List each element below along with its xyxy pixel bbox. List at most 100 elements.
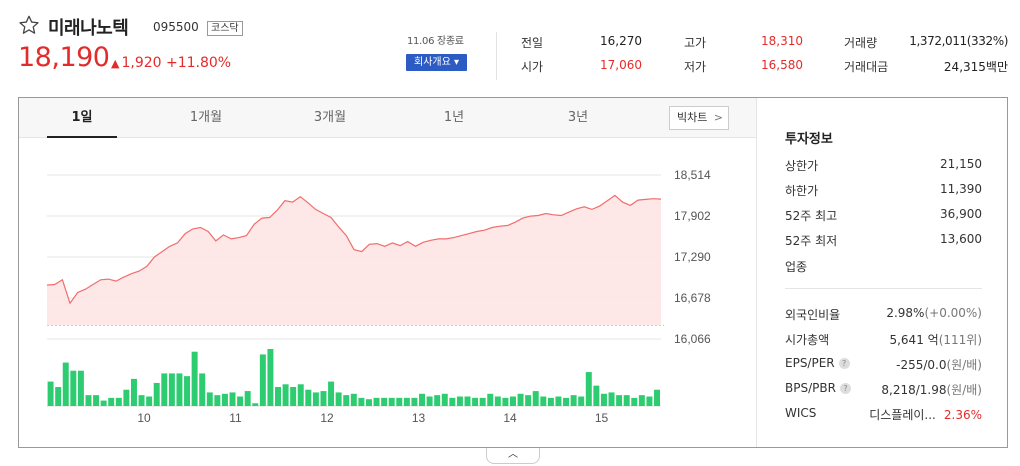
eps-per-value: -255/0.0 xyxy=(896,358,947,372)
bps-pbr-sub: (원/배) xyxy=(946,383,983,397)
x-tick-label: 14 xyxy=(503,411,517,425)
x-tick-label: 10 xyxy=(137,411,151,425)
low-label: 저가 xyxy=(684,60,707,74)
lower-limit-label: 하한가 xyxy=(785,184,819,198)
price-change-value: 1,920 xyxy=(121,55,162,71)
stock-name[interactable]: 미래나노텍 xyxy=(48,18,129,39)
low-value: 16,580 xyxy=(761,58,803,72)
market-time-label: 11.06 장종료 xyxy=(407,36,464,47)
open-label: 시가 xyxy=(521,60,544,74)
upper-limit-row: 상한가 21,150 xyxy=(785,157,982,175)
volume-bar xyxy=(138,395,145,406)
volume-bar xyxy=(600,393,607,406)
volume-bar xyxy=(616,395,623,406)
info-divider xyxy=(785,288,982,289)
volume-bar xyxy=(419,393,426,406)
market-cap-row: 시가총액 5,641 억(111위) xyxy=(785,331,982,349)
volume-bar xyxy=(47,381,54,406)
volume-bar xyxy=(638,395,645,406)
foreign-ratio-row: 외국인비율 2.98%(+0.00%) xyxy=(785,306,982,324)
volume-bar xyxy=(108,397,115,406)
wics-change: 2.36% xyxy=(943,408,982,422)
price-chart: 18,514 17,902 17,290 16,678 16,066 10 11 12 13 14… xyxy=(19,139,756,448)
prev-close-label: 전일 xyxy=(521,36,544,50)
week52-low-value: 13,600 xyxy=(940,232,982,246)
volume-bar xyxy=(199,373,206,406)
volume-bar xyxy=(449,397,456,406)
week52-high-row: 52주 최고 36,900 xyxy=(785,207,982,225)
volume-bar xyxy=(70,370,77,406)
y-tick-label: 17,290 xyxy=(674,250,711,264)
volume-bar xyxy=(259,354,266,406)
favorite-star-icon[interactable] xyxy=(18,14,40,36)
help-icon[interactable]: ? xyxy=(838,358,850,369)
volume-bar xyxy=(555,396,562,406)
tab-3y[interactable]: 3년 xyxy=(567,110,589,125)
volume-bar xyxy=(221,393,228,406)
volume-bar xyxy=(153,382,160,406)
volume-bar xyxy=(411,397,418,406)
price-change: ▲ 1,920 xyxy=(111,55,162,71)
volume-bar xyxy=(464,396,471,406)
volume-bar xyxy=(456,396,463,406)
up-arrow-icon: ▲ xyxy=(111,57,120,70)
volume-bar xyxy=(396,397,403,406)
current-price: 18,190 xyxy=(18,42,110,73)
week52-low-row: 52주 최저 13,600 xyxy=(785,232,982,250)
company-overview-button[interactable]: 회사개요 ▾ xyxy=(406,54,467,71)
volume-bar xyxy=(77,370,84,406)
volume-bar xyxy=(206,392,213,406)
sector-row: 업종 xyxy=(785,258,982,276)
volume-bar xyxy=(381,397,388,406)
volume-bar xyxy=(426,396,433,406)
volume-bar xyxy=(93,395,100,406)
volume-bar xyxy=(312,392,319,406)
week52-low-label: 52주 최저 xyxy=(785,234,838,248)
amount-label: 거래대금 xyxy=(844,60,889,74)
volume-bar xyxy=(191,351,198,406)
eps-per-label: EPS/PER xyxy=(785,356,835,370)
volume-bar xyxy=(305,389,312,406)
volume-bar xyxy=(509,396,516,406)
header-divider xyxy=(496,32,497,80)
market-cap-sub: (111위) xyxy=(938,333,982,347)
tab-1y[interactable]: 1년 xyxy=(443,110,465,125)
x-tick-label: 12 xyxy=(320,411,334,425)
week52-high-label: 52주 최고 xyxy=(785,209,838,223)
foreign-ratio-sub: (+0.00%) xyxy=(924,306,982,320)
collapse-toggle[interactable]: ︿ xyxy=(486,448,540,464)
volume-bar xyxy=(547,397,554,406)
volume-bar xyxy=(434,395,441,406)
volume-label: 거래량 xyxy=(844,36,878,50)
volume-bar xyxy=(593,385,600,406)
big-chart-button[interactable]: 빅차트 > xyxy=(669,106,729,130)
lower-limit-row: 하한가 11,390 xyxy=(785,182,982,200)
tab-1d[interactable]: 1일 xyxy=(47,98,117,138)
volume-bar xyxy=(328,381,335,406)
volume-bar xyxy=(623,395,630,406)
volume-bar xyxy=(646,396,653,406)
volume-bar xyxy=(184,376,191,406)
volume-bar xyxy=(563,397,570,406)
volume-bar xyxy=(252,403,259,406)
volume-bar xyxy=(532,391,539,406)
stock-code: 095500 xyxy=(153,20,199,34)
eps-per-sub: (원/배) xyxy=(946,358,983,372)
bps-pbr-value: 8,218/1.98 xyxy=(881,383,947,397)
volume-bar xyxy=(570,395,577,406)
volume-bar xyxy=(472,397,479,406)
x-tick-label: 11 xyxy=(229,411,242,425)
volume-bar xyxy=(146,396,153,406)
help-icon[interactable]: ? xyxy=(839,383,851,394)
foreign-ratio-label: 외국인비율 xyxy=(785,308,841,322)
price-chart-svg: 18,514 17,902 17,290 16,678 16,066 10 11 12 13 14… xyxy=(46,168,711,425)
volume-bar xyxy=(373,397,380,406)
volume-bar xyxy=(585,372,592,406)
tab-1m[interactable]: 1개월 xyxy=(189,110,223,125)
tab-3m[interactable]: 3개월 xyxy=(313,110,347,125)
volume-bar xyxy=(290,387,297,406)
volume-bar xyxy=(494,396,501,406)
y-tick-label: 17,902 xyxy=(674,209,711,223)
wics-value[interactable]: 디스플레이... xyxy=(869,408,936,422)
high-value: 18,310 xyxy=(761,34,803,48)
